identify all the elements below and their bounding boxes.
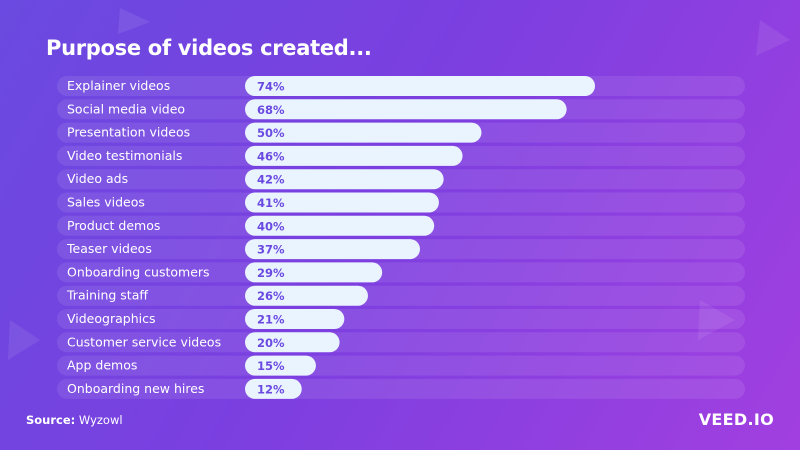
row-track xyxy=(57,355,745,376)
data-label: 50% xyxy=(257,126,285,140)
category-label: Customer service videos xyxy=(67,334,221,349)
bar xyxy=(245,332,340,353)
category-label: Training staff xyxy=(66,288,148,303)
category-label: Sales videos xyxy=(67,195,145,210)
category-label: Video testimonials xyxy=(67,148,182,163)
brand-logo: VEED.IO xyxy=(698,410,774,429)
category-label: Onboarding new hires xyxy=(67,381,204,396)
data-label: 15% xyxy=(257,359,285,373)
category-label: Explainer videos xyxy=(67,78,170,93)
category-label: Social media video xyxy=(67,101,185,116)
bar xyxy=(245,145,463,166)
data-label: 12% xyxy=(257,382,285,396)
data-label: 29% xyxy=(257,266,285,280)
category-label: Video ads xyxy=(67,171,128,186)
source-name: Wyzowl xyxy=(78,413,123,427)
data-label: 21% xyxy=(257,313,285,327)
bar xyxy=(245,239,420,260)
category-label: Presentation videos xyxy=(67,125,190,140)
bar xyxy=(245,355,316,376)
bar xyxy=(245,262,383,283)
bar xyxy=(245,192,439,213)
data-label: 20% xyxy=(257,336,285,350)
chart-title: Purpose of videos created... xyxy=(46,36,372,60)
row-track xyxy=(57,262,745,283)
bar xyxy=(245,169,444,190)
row-track xyxy=(57,332,745,353)
bar xyxy=(245,378,302,399)
data-label: 42% xyxy=(257,173,285,187)
row-track xyxy=(57,378,745,399)
data-label: 26% xyxy=(257,289,285,303)
category-label: Videographics xyxy=(67,311,155,326)
category-label: Product demos xyxy=(67,218,160,233)
category-label: Teaser videos xyxy=(66,241,152,256)
source-label: Source: xyxy=(26,413,76,427)
bar xyxy=(245,215,435,236)
data-label: 68% xyxy=(257,103,285,117)
data-label: 37% xyxy=(257,243,285,257)
data-label: 41% xyxy=(257,196,285,210)
source-note: Source: Wyzowl xyxy=(26,413,123,427)
bar xyxy=(245,309,345,329)
bar xyxy=(245,122,482,143)
bar xyxy=(245,99,567,120)
data-label: 40% xyxy=(257,219,285,233)
bar xyxy=(245,285,368,306)
bar xyxy=(245,76,595,96)
data-label: 74% xyxy=(257,80,285,94)
row-track xyxy=(57,309,745,329)
row-track xyxy=(57,285,745,306)
category-label: Onboarding customers xyxy=(67,264,210,279)
category-label: App demos xyxy=(67,358,137,373)
data-label: 46% xyxy=(257,149,285,163)
